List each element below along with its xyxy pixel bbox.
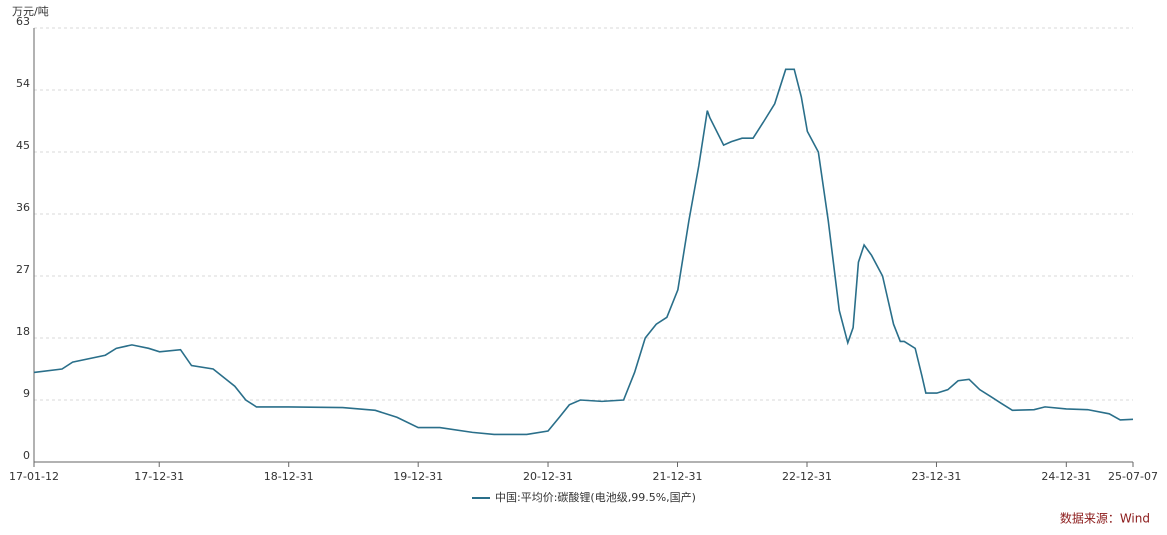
x-tick-label: 17-01-12 (9, 470, 59, 483)
x-tick-label: 25-07-07 (1108, 470, 1158, 483)
x-tick-label: 21-12-31 (653, 470, 703, 483)
y-tick-label: 27 (16, 263, 30, 276)
y-tick-label: 18 (16, 325, 30, 338)
x-tick-label: 23-12-31 (912, 470, 962, 483)
y-tick-label: 9 (23, 387, 30, 400)
y-tick-label: 63 (16, 15, 30, 28)
y-tick-label: 36 (16, 201, 30, 214)
data-line (33, 68, 1134, 436)
y-tick-label: 45 (16, 139, 30, 152)
x-tick-label: 24-12-31 (1041, 470, 1091, 483)
x-tick-label: 17-12-31 (134, 470, 184, 483)
x-tick-label: 22-12-31 (782, 470, 832, 483)
x-tick-label: 19-12-31 (393, 470, 443, 483)
x-tick-label: 18-12-31 (264, 470, 314, 483)
x-tick-label: 20-12-31 (523, 470, 573, 483)
y-axis-label: 万元/吨 (12, 5, 49, 18)
y-tick-label: 0 (23, 449, 30, 462)
source: 数据来源：Wind (1060, 511, 1150, 526)
legend-label: 中国:平均价:碳酸锂(电池级,99.5%,国产) (495, 490, 696, 504)
y-tick-label: 54 (16, 77, 30, 90)
